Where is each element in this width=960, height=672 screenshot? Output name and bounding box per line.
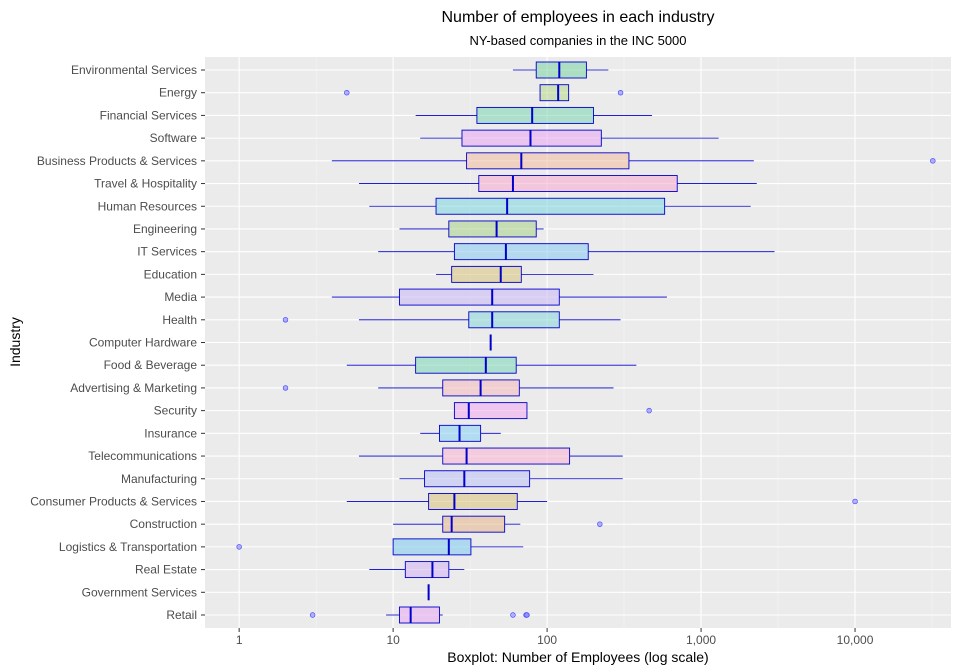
category-label: Advertising & Marketing xyxy=(70,381,197,395)
category-label: Software xyxy=(150,131,198,145)
x-tick-label: 1 xyxy=(236,633,243,647)
iqr-box xyxy=(461,129,602,147)
boxplot-group xyxy=(358,175,757,192)
boxplot-group xyxy=(378,243,775,261)
boxplot-group xyxy=(420,129,719,147)
category-label: Security xyxy=(154,404,197,418)
x-tick-labels: 1 10 100 1,000 10,000 xyxy=(236,628,874,647)
iqr-box xyxy=(442,447,571,465)
x-axis-title: Boxplot: Number of Employees (log scale) xyxy=(447,649,708,665)
category-label: Telecommunications xyxy=(88,449,197,463)
outlier-point xyxy=(510,612,516,618)
x-tick-label: 100 xyxy=(537,633,557,647)
boxes xyxy=(236,61,936,624)
category-label: Health xyxy=(162,313,197,327)
iqr-box xyxy=(404,561,450,579)
category-label: Environmental Services xyxy=(71,63,197,77)
y-axis-title: Industry xyxy=(7,317,23,367)
iqr-box xyxy=(392,538,472,556)
category-label: Business Products & Services xyxy=(37,154,197,168)
category-label: Government Services xyxy=(82,585,197,599)
boxplot-group xyxy=(358,447,623,465)
boxplot-group xyxy=(436,265,594,283)
category-label: Human Resources xyxy=(98,199,197,213)
boxplot-group xyxy=(453,402,652,420)
boxplot-group xyxy=(309,606,530,624)
category-label: Insurance xyxy=(144,426,197,440)
x-tick-label: 10 xyxy=(386,633,400,647)
boxplot-group xyxy=(369,197,751,215)
iqr-box xyxy=(453,243,589,261)
iqr-box xyxy=(442,515,506,533)
iqr-box xyxy=(535,61,587,79)
category-label: Manufacturing xyxy=(121,472,197,486)
iqr-box xyxy=(435,197,666,215)
boxplot-group xyxy=(236,538,524,556)
iqr-box xyxy=(448,220,537,238)
iqr-box xyxy=(428,493,518,510)
x-tick-label: 1,000 xyxy=(686,633,716,647)
boxplot-group xyxy=(282,311,621,329)
chart-title: Number of employees in each industry xyxy=(441,9,714,26)
category-label: Travel & Hospitality xyxy=(94,177,197,191)
boxplot-group xyxy=(399,220,544,238)
iqr-box xyxy=(424,470,531,488)
category-label: Energy xyxy=(159,86,197,100)
iqr-box xyxy=(451,265,522,283)
outlier-point xyxy=(524,612,530,618)
category-label: Construction xyxy=(130,517,197,531)
outlier-point xyxy=(282,385,289,391)
outlier-point xyxy=(597,521,603,527)
outlier-point xyxy=(344,90,350,96)
category-labels: Environmental Services Energy Financial Se… xyxy=(30,63,205,622)
x-tick-label: 10,000 xyxy=(837,633,874,647)
boxplot-group xyxy=(393,515,603,533)
boxplot-group xyxy=(399,470,623,488)
category-label: Consumer Products & Services xyxy=(30,494,197,508)
iqr-box xyxy=(399,606,440,624)
boxplot-group xyxy=(346,356,637,374)
outlier-point xyxy=(617,90,624,96)
boxplot-group xyxy=(344,84,624,102)
iqr-box xyxy=(453,402,528,420)
category-label: Engineering xyxy=(133,222,197,236)
iqr-box xyxy=(539,84,570,102)
category-label: IT Services xyxy=(137,245,197,259)
iqr-box xyxy=(415,356,517,374)
outlier-point xyxy=(852,498,858,505)
category-label: Real Estate xyxy=(135,563,197,577)
category-label: Logistics & Transportation xyxy=(59,540,197,554)
category-label: Media xyxy=(164,290,197,304)
iqr-box xyxy=(476,106,594,124)
boxplot-group xyxy=(369,561,465,579)
category-label: Food & Beverage xyxy=(104,358,198,372)
outlier-point xyxy=(236,544,242,550)
iqr-box xyxy=(399,288,560,306)
boxplot-group xyxy=(282,379,614,397)
boxplot-group xyxy=(346,493,858,510)
outlier-point xyxy=(646,407,652,414)
boxplot-group xyxy=(331,152,936,170)
iqr-box xyxy=(478,175,678,192)
outlier-point xyxy=(309,612,316,618)
chart-subtitle: NY-based companies in the INC 5000 xyxy=(469,33,686,48)
category-label: Financial Services xyxy=(100,108,197,122)
boxplot-group xyxy=(512,61,609,79)
outlier-point xyxy=(930,158,936,164)
iqr-box xyxy=(466,152,630,170)
boxplot-group xyxy=(420,424,501,442)
category-label: Retail xyxy=(166,608,197,622)
boxplot-group xyxy=(331,288,667,306)
category-label: Computer Hardware xyxy=(89,336,197,350)
outlier-point xyxy=(282,317,289,323)
category-label: Education xyxy=(144,267,197,281)
boxplot-group xyxy=(415,106,652,124)
iqr-box xyxy=(468,311,560,329)
